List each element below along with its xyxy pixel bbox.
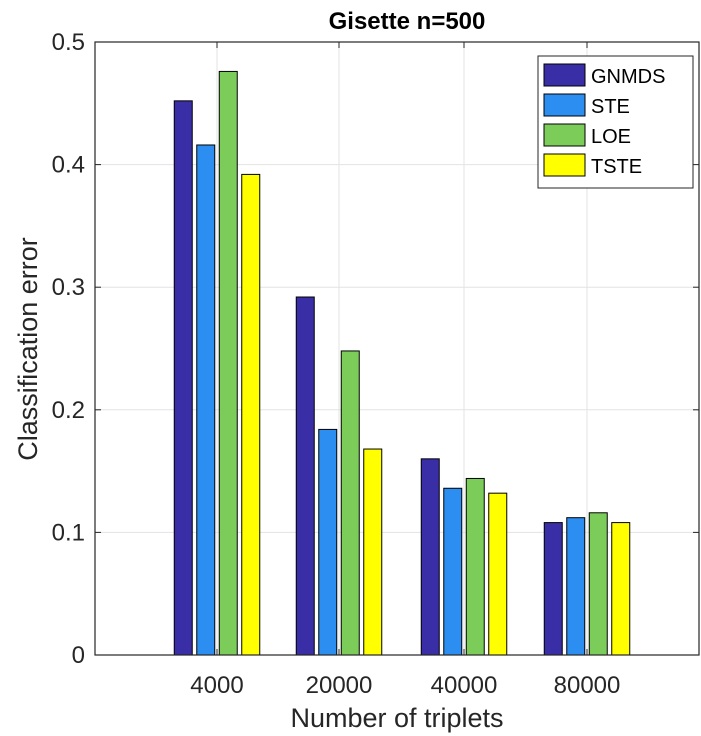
- y-axis-ticks: 0 0.1 0.2 0.3 0.4 0.5: [52, 29, 699, 669]
- y-tick-label: 0: [72, 642, 85, 669]
- legend-label-gnmds: GNMDS: [591, 66, 665, 88]
- x-tick-label: 40000: [431, 672, 498, 699]
- x-tick-label: 80000: [554, 672, 621, 699]
- legend-swatch-gnmds: [543, 63, 586, 87]
- x-tick-label: 20000: [306, 672, 373, 699]
- legend-swatch-ste: [543, 93, 586, 117]
- bar-ste-40000: [443, 487, 463, 656]
- y-tick-label: 0.4: [52, 152, 85, 179]
- bar-ste-20000: [318, 428, 338, 656]
- bar-tste-20000: [363, 448, 383, 656]
- bar-ste-4000: [196, 144, 216, 656]
- x-axis-ticks: 4000 20000 40000 80000: [190, 42, 620, 699]
- y-tick-label: 0.2: [52, 397, 85, 424]
- x-axis-label: Number of triplets: [290, 703, 503, 733]
- chart-title: Gisette n=500: [329, 8, 486, 35]
- bar-tste-40000: [488, 492, 508, 656]
- legend-label-tste: TSTE: [591, 156, 642, 178]
- bar-loe-40000: [465, 477, 485, 656]
- y-axis-label: Classification error: [13, 237, 43, 461]
- bar-ste-80000: [566, 517, 586, 656]
- bar-gnmds-80000: [543, 522, 563, 656]
- legend-swatch-loe: [543, 123, 586, 147]
- x-tick-label: 4000: [190, 672, 243, 699]
- legend-label-ste: STE: [591, 96, 630, 118]
- bar-gnmds-4000: [173, 100, 193, 656]
- bar-tste-4000: [241, 173, 261, 656]
- y-tick-label: 0.1: [52, 519, 85, 546]
- bar-gnmds-40000: [420, 458, 440, 656]
- y-tick-label: 0.3: [52, 274, 85, 301]
- bar-loe-80000: [588, 512, 608, 656]
- bar-tste-80000: [611, 522, 631, 656]
- bar-loe-20000: [340, 350, 360, 656]
- y-tick-label: 0.5: [52, 29, 85, 56]
- bar-loe-4000: [218, 70, 238, 656]
- legend-swatch-tste: [543, 153, 586, 177]
- plot-frame: [94, 41, 700, 656]
- bar-gnmds-20000: [295, 296, 315, 656]
- legend: GNMDS STE LOE TSTE: [537, 55, 694, 189]
- legend-label-loe: LOE: [591, 126, 631, 148]
